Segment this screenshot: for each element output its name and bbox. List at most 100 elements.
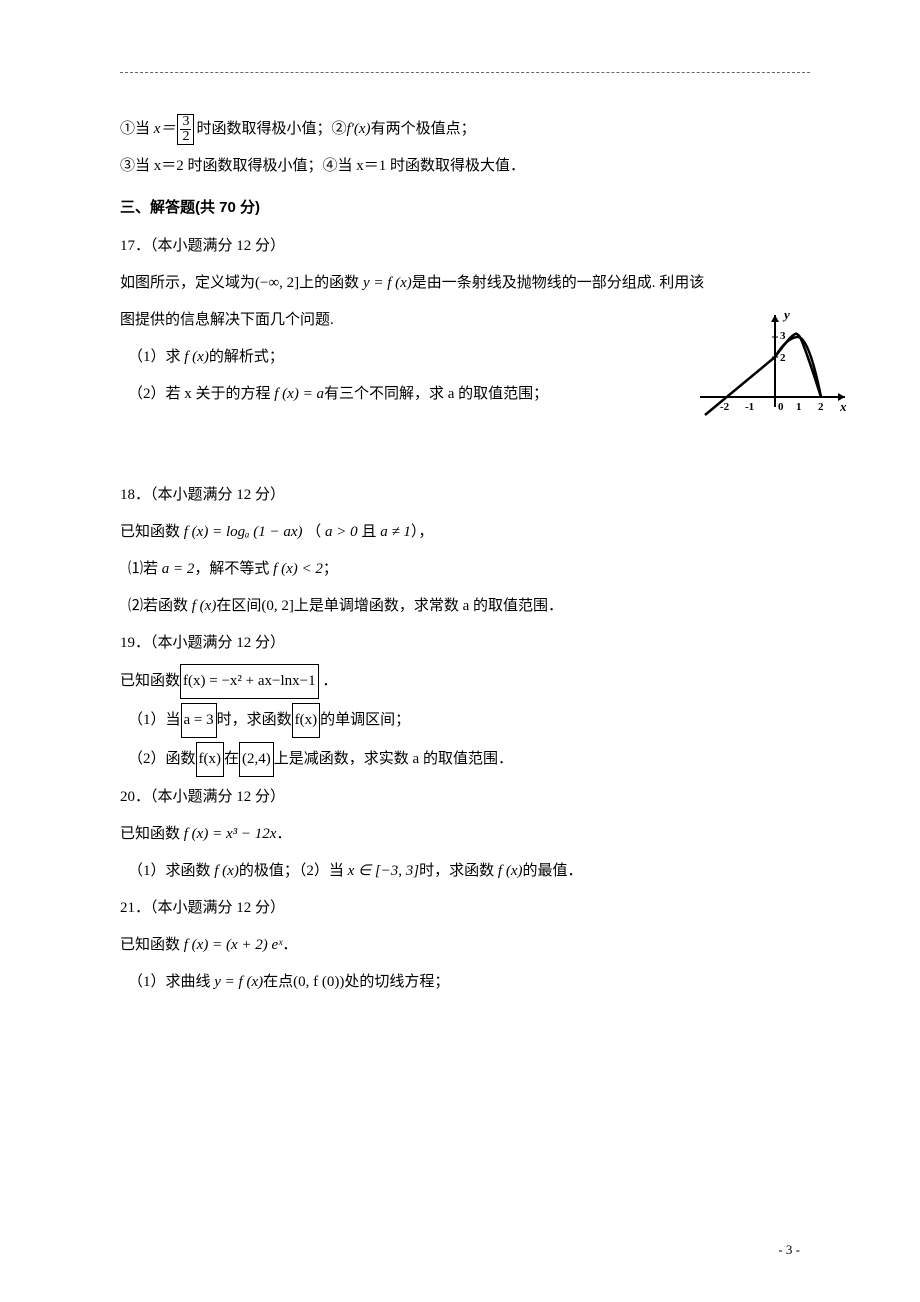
frac-3-2: 32 xyxy=(177,114,194,145)
y-axis-label: y xyxy=(782,307,790,322)
x-axis-label: x xyxy=(839,399,847,414)
math-fx-1: f (x) xyxy=(184,349,209,365)
q18-line-1: 已知函数 f (x) = logₐ (1 − ax) （ a > 0 且 a ≠… xyxy=(120,516,810,549)
q19-line-1: 已知函数f(x) = −x² + ax−lnx−1 ． xyxy=(120,664,810,699)
q19-part-1: （1）当a = 3时，求函数f(x)的单调区间； xyxy=(120,703,810,738)
q20-l1: 已知函数 xyxy=(120,826,180,842)
text-2: ③当 x＝2 时函数取得极小值；④当 x＝1 时函数取得极大值． xyxy=(120,158,525,174)
q19-l1: 已知函数 xyxy=(120,673,180,689)
q19-p1b: 时，求函数 xyxy=(217,712,292,728)
q20-line-1: 已知函数 f (x) = x³ − 12x． xyxy=(120,818,810,851)
q19-p2a: （2）函数 xyxy=(128,751,196,767)
text-1b: 时函数取得极小值；② xyxy=(196,121,346,137)
q18-p1a: ⑴若 xyxy=(128,561,158,577)
q17-block: 如图所示，定义域为(−∞, 2]上的函数 y = f (x)是由一条射线及抛物线… xyxy=(120,267,810,411)
top-divider xyxy=(120,72,810,73)
q21-l1: 已知函数 xyxy=(120,937,180,953)
q21-heading: 21．（本小题满分 12 分） xyxy=(120,892,810,925)
xtick-neg1: -1 xyxy=(745,401,754,413)
q21-math-fx: f (x) = (x + 2) eˣ xyxy=(184,937,283,953)
math-pt-0-f0: (0, f (0)) xyxy=(293,974,344,990)
q18-part-1: ⑴若 a = 2，解不等式 f (x) < 2； xyxy=(120,553,810,586)
q18-p2c: 上是单调增函数，求常数 a 的取值范围． xyxy=(294,598,563,614)
q19-math-fx-box: f(x) = −x² + ax−lnx−1 xyxy=(180,664,319,699)
q17-p2a: （2）若 x 关于的方程 xyxy=(128,386,271,402)
q19-l1end: ． xyxy=(319,673,338,689)
q17-l1a: 如图所示，定义域为 xyxy=(120,275,255,291)
q18-l1c: 且 xyxy=(361,524,376,540)
math-fx-3: f (x) xyxy=(214,863,239,879)
q18-p2b: 在区间 xyxy=(216,598,261,614)
q21-p1a: （1）求曲线 xyxy=(128,974,211,990)
q17-p2b: 有三个不同解，求 a 的取值范围； xyxy=(324,386,548,402)
q18-p2a: ⑵若函数 xyxy=(128,598,188,614)
q19-p2c: 上是减函数，求实数 a 的取值范围． xyxy=(274,751,513,767)
q21-line-1: 已知函数 f (x) = (x + 2) eˣ． xyxy=(120,929,810,962)
q17-p1a: （1）求 xyxy=(128,349,181,365)
q21-p1b: 在点 xyxy=(263,974,293,990)
q18-p1c: ； xyxy=(323,561,338,577)
math-fx-box-2: f(x) xyxy=(196,742,225,777)
page-number: - 3 - xyxy=(778,1242,800,1258)
q20-p1c: 时，求函数 xyxy=(419,863,494,879)
q20-p1b: 的极值；（2）当 xyxy=(239,863,344,879)
text-1c: 有两个极值点； xyxy=(371,121,476,137)
q19-p1a: （1）当 xyxy=(128,712,181,728)
q19-heading: 19．（本小题满分 12 分） xyxy=(120,627,810,660)
math-x-in-neg3-3: x ∈ [−3, 3] xyxy=(348,863,420,879)
q17-heading: 17．（本小题满分 12 分） xyxy=(120,230,810,263)
stem-line-2: ③当 x＝2 时函数取得极小值；④当 x＝1 时函数取得极大值． xyxy=(120,150,810,183)
q17-l1b: 上的函数 xyxy=(299,275,359,291)
stem-line-1: ①当 x＝32时函数取得极小值；②f′(x)有两个极值点； xyxy=(120,113,810,146)
q19-p1c: 的单调区间； xyxy=(320,712,410,728)
q20-math-fx: f (x) = x³ − 12x xyxy=(184,826,277,842)
q18-part-2: ⑵若函数 f (x)在区间(0, 2]上是单调增函数，求常数 a 的取值范围． xyxy=(120,590,810,623)
ytick-3: 3 xyxy=(780,330,786,342)
math-fprime: f′(x) xyxy=(346,121,370,137)
q17-p1b: 的解析式； xyxy=(209,349,284,365)
math-a-gt-0: a > 0 xyxy=(325,524,358,540)
q17-line-1: 如图所示，定义域为(−∞, 2]上的函数 y = f (x)是由一条射线及抛物线… xyxy=(120,267,810,300)
math-fx-4: f (x) xyxy=(498,863,523,879)
math-fx-lt-2: f (x) < 2 xyxy=(273,561,323,577)
math-fx-box-1: f(x) xyxy=(292,703,321,738)
text-1a: ①当 xyxy=(120,121,154,137)
math-fx-eq-a: f (x) = a xyxy=(274,386,324,402)
q21-p1c: 处的切线方程； xyxy=(344,974,449,990)
y-arrow-icon xyxy=(771,315,779,322)
xtick-2: 2 xyxy=(818,401,824,413)
q18-heading: 18．（本小题满分 12 分） xyxy=(120,479,810,512)
math-interval-0-2: (0, 2] xyxy=(261,598,294,614)
q18-l1d: ）， xyxy=(411,524,434,540)
q20-parts: （1）求函数 f (x)的极值；（2）当 x ∈ [−3, 3]时，求函数 f … xyxy=(120,855,810,888)
q18-l1b: （ xyxy=(306,524,321,540)
math-a-eq-3-box: a = 3 xyxy=(181,703,217,738)
math-interval-neginf-2: (−∞, 2] xyxy=(255,275,299,291)
math-fx-2: f (x) xyxy=(192,598,217,614)
q18-l1a: 已知函数 xyxy=(120,524,180,540)
math-interval-2-4-box: (2,4) xyxy=(239,742,274,777)
q17-graph: y x -2 -1 0 1 2 2 3 xyxy=(690,307,850,427)
parabola-path-2 xyxy=(775,337,821,397)
math-y-eq-fx-2: y = f (x) xyxy=(214,974,263,990)
ray-line xyxy=(705,357,775,415)
math-a-ne-1: a ≠ 1 xyxy=(380,524,411,540)
section-3-heading: 三、解答题(共 70 分) xyxy=(120,191,810,224)
frac-den: 2 xyxy=(180,130,191,144)
q20-p1d: 的最值． xyxy=(522,863,582,879)
q17-l1c: 是由一条射线及抛物线的一部分组成. 利用该 xyxy=(412,275,705,291)
math-a-eq-2: a = 2 xyxy=(162,561,195,577)
q18-p1b: ，解不等式 xyxy=(194,561,269,577)
q20-heading: 20．（本小题满分 12 分） xyxy=(120,781,810,814)
q18-math-fx: f (x) = logₐ (1 − ax) xyxy=(184,524,303,540)
math-x-eq: x＝ xyxy=(154,121,176,137)
q21-l1end: ． xyxy=(282,937,297,953)
frac-num: 3 xyxy=(180,115,191,130)
xtick-0: 0 xyxy=(778,401,784,413)
q19-part-2: （2）函数f(x)在(2,4)上是减函数，求实数 a 的取值范围． xyxy=(120,742,810,777)
ytick-2: 2 xyxy=(780,352,786,364)
xtick-1: 1 xyxy=(796,401,802,413)
q21-part-1: （1）求曲线 y = f (x)在点(0, f (0))处的切线方程； xyxy=(120,966,810,999)
math-y-eq-fx: y = f (x) xyxy=(363,275,412,291)
q19-p2b: 在 xyxy=(224,751,239,767)
